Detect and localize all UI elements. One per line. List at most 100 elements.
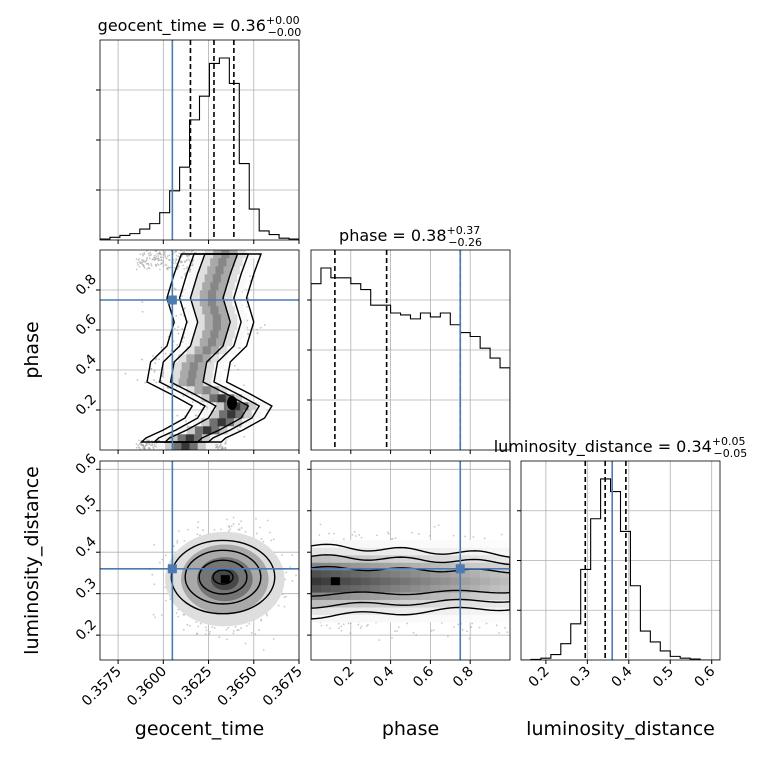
scatter-point (182, 395, 184, 397)
scatter-point (453, 626, 455, 628)
scatter-point (136, 269, 138, 271)
scatter-point (151, 574, 153, 576)
scatter-point (154, 362, 156, 364)
scatter-point (395, 537, 397, 539)
scatter-point (176, 344, 178, 346)
scatter-point (188, 258, 190, 260)
scatter-point (254, 633, 256, 635)
scatter-point (273, 638, 275, 640)
scatter-point (161, 614, 163, 616)
scatter-point (233, 633, 235, 635)
scatter-point (391, 637, 393, 639)
scatter-point (205, 633, 207, 635)
scatter-point (162, 559, 164, 561)
scatter-point (158, 258, 160, 260)
scatter-point (256, 533, 258, 535)
scatter-point (148, 447, 150, 449)
scatter-point (320, 523, 322, 525)
scatter-point (468, 638, 470, 640)
scatter-point (226, 519, 228, 521)
scatter-point (241, 527, 243, 529)
scatter-point (150, 263, 152, 265)
scatter-point (186, 268, 188, 270)
scatter-point (144, 446, 146, 448)
scatter-point (154, 371, 156, 373)
density-cell (214, 362, 224, 370)
scatter-point (178, 530, 180, 532)
scatter-point (144, 267, 146, 269)
scatter-point (160, 259, 162, 261)
density-cell (227, 410, 237, 418)
density-cell (200, 338, 210, 346)
scatter-point (183, 629, 185, 631)
density-cell (219, 410, 229, 418)
scatter-point (186, 259, 188, 261)
scatter-point (378, 639, 380, 641)
scatter-point (137, 264, 139, 266)
scatter-point (176, 612, 178, 614)
scatter-point (177, 616, 179, 618)
scatter-point (151, 259, 153, 261)
scatter-point (239, 529, 241, 531)
scatter-point (162, 260, 164, 262)
scatter-point (160, 256, 162, 258)
density-cell (187, 378, 197, 386)
scatter-point (181, 295, 183, 297)
scatter-point (206, 629, 208, 631)
scatter-point (263, 649, 265, 651)
density-cell (186, 354, 196, 362)
scatter-point (321, 625, 323, 627)
scatter-point (176, 255, 178, 257)
density-cell (180, 370, 190, 378)
scatter-point (186, 266, 188, 268)
hist-panel-luminosity-distance: luminosity_distance = 0.34+0.05−0.05 (494, 435, 748, 664)
scatter-point (281, 554, 283, 556)
density-cell (202, 306, 212, 314)
scatter-point (447, 636, 449, 638)
scatter-point (153, 614, 155, 616)
density-cell (210, 330, 220, 338)
scatter-point (143, 252, 145, 254)
scatter-point (150, 444, 152, 446)
scatter-point (202, 529, 204, 531)
scatter-point (139, 266, 141, 268)
density-cell (205, 274, 215, 282)
scatter-point (259, 527, 261, 529)
scatter-point (236, 629, 238, 631)
density-cell (203, 346, 213, 354)
scatter-point (284, 606, 286, 608)
scatter-point (238, 629, 240, 631)
hist-title-geocent-time: geocent_time = 0.36+0.00−0.00 (98, 14, 302, 39)
scatter-point (165, 554, 167, 556)
scatter-point (245, 643, 247, 645)
scatter-point (168, 267, 170, 269)
scatter-panel-geocent-time-vs-phase (96, 249, 299, 454)
scatter-point (155, 445, 157, 447)
scatter-point (155, 250, 157, 252)
scatter-point (205, 626, 207, 628)
scatter-point (257, 332, 259, 334)
density-cell (208, 290, 218, 298)
density-cell (213, 322, 223, 330)
density-cell (210, 306, 220, 314)
scatter-point (231, 525, 233, 527)
scatter-point (238, 523, 240, 525)
scatter-point (161, 262, 163, 264)
scatter-point (137, 445, 139, 447)
scatter-point (406, 623, 408, 625)
scatter-point (154, 616, 156, 618)
scatter-point (136, 379, 138, 381)
density-cell (178, 354, 188, 362)
density-cell (202, 330, 212, 338)
scatter-point (153, 448, 155, 450)
scatter-point (197, 533, 199, 535)
hist-step-line (100, 58, 299, 240)
density-cell (178, 434, 188, 442)
scatter-point (358, 534, 360, 536)
scatter-point (197, 521, 199, 523)
scatter-point (249, 623, 251, 625)
scatter-point (226, 629, 228, 631)
scatter-point (178, 333, 180, 335)
scatter-point (174, 287, 176, 289)
